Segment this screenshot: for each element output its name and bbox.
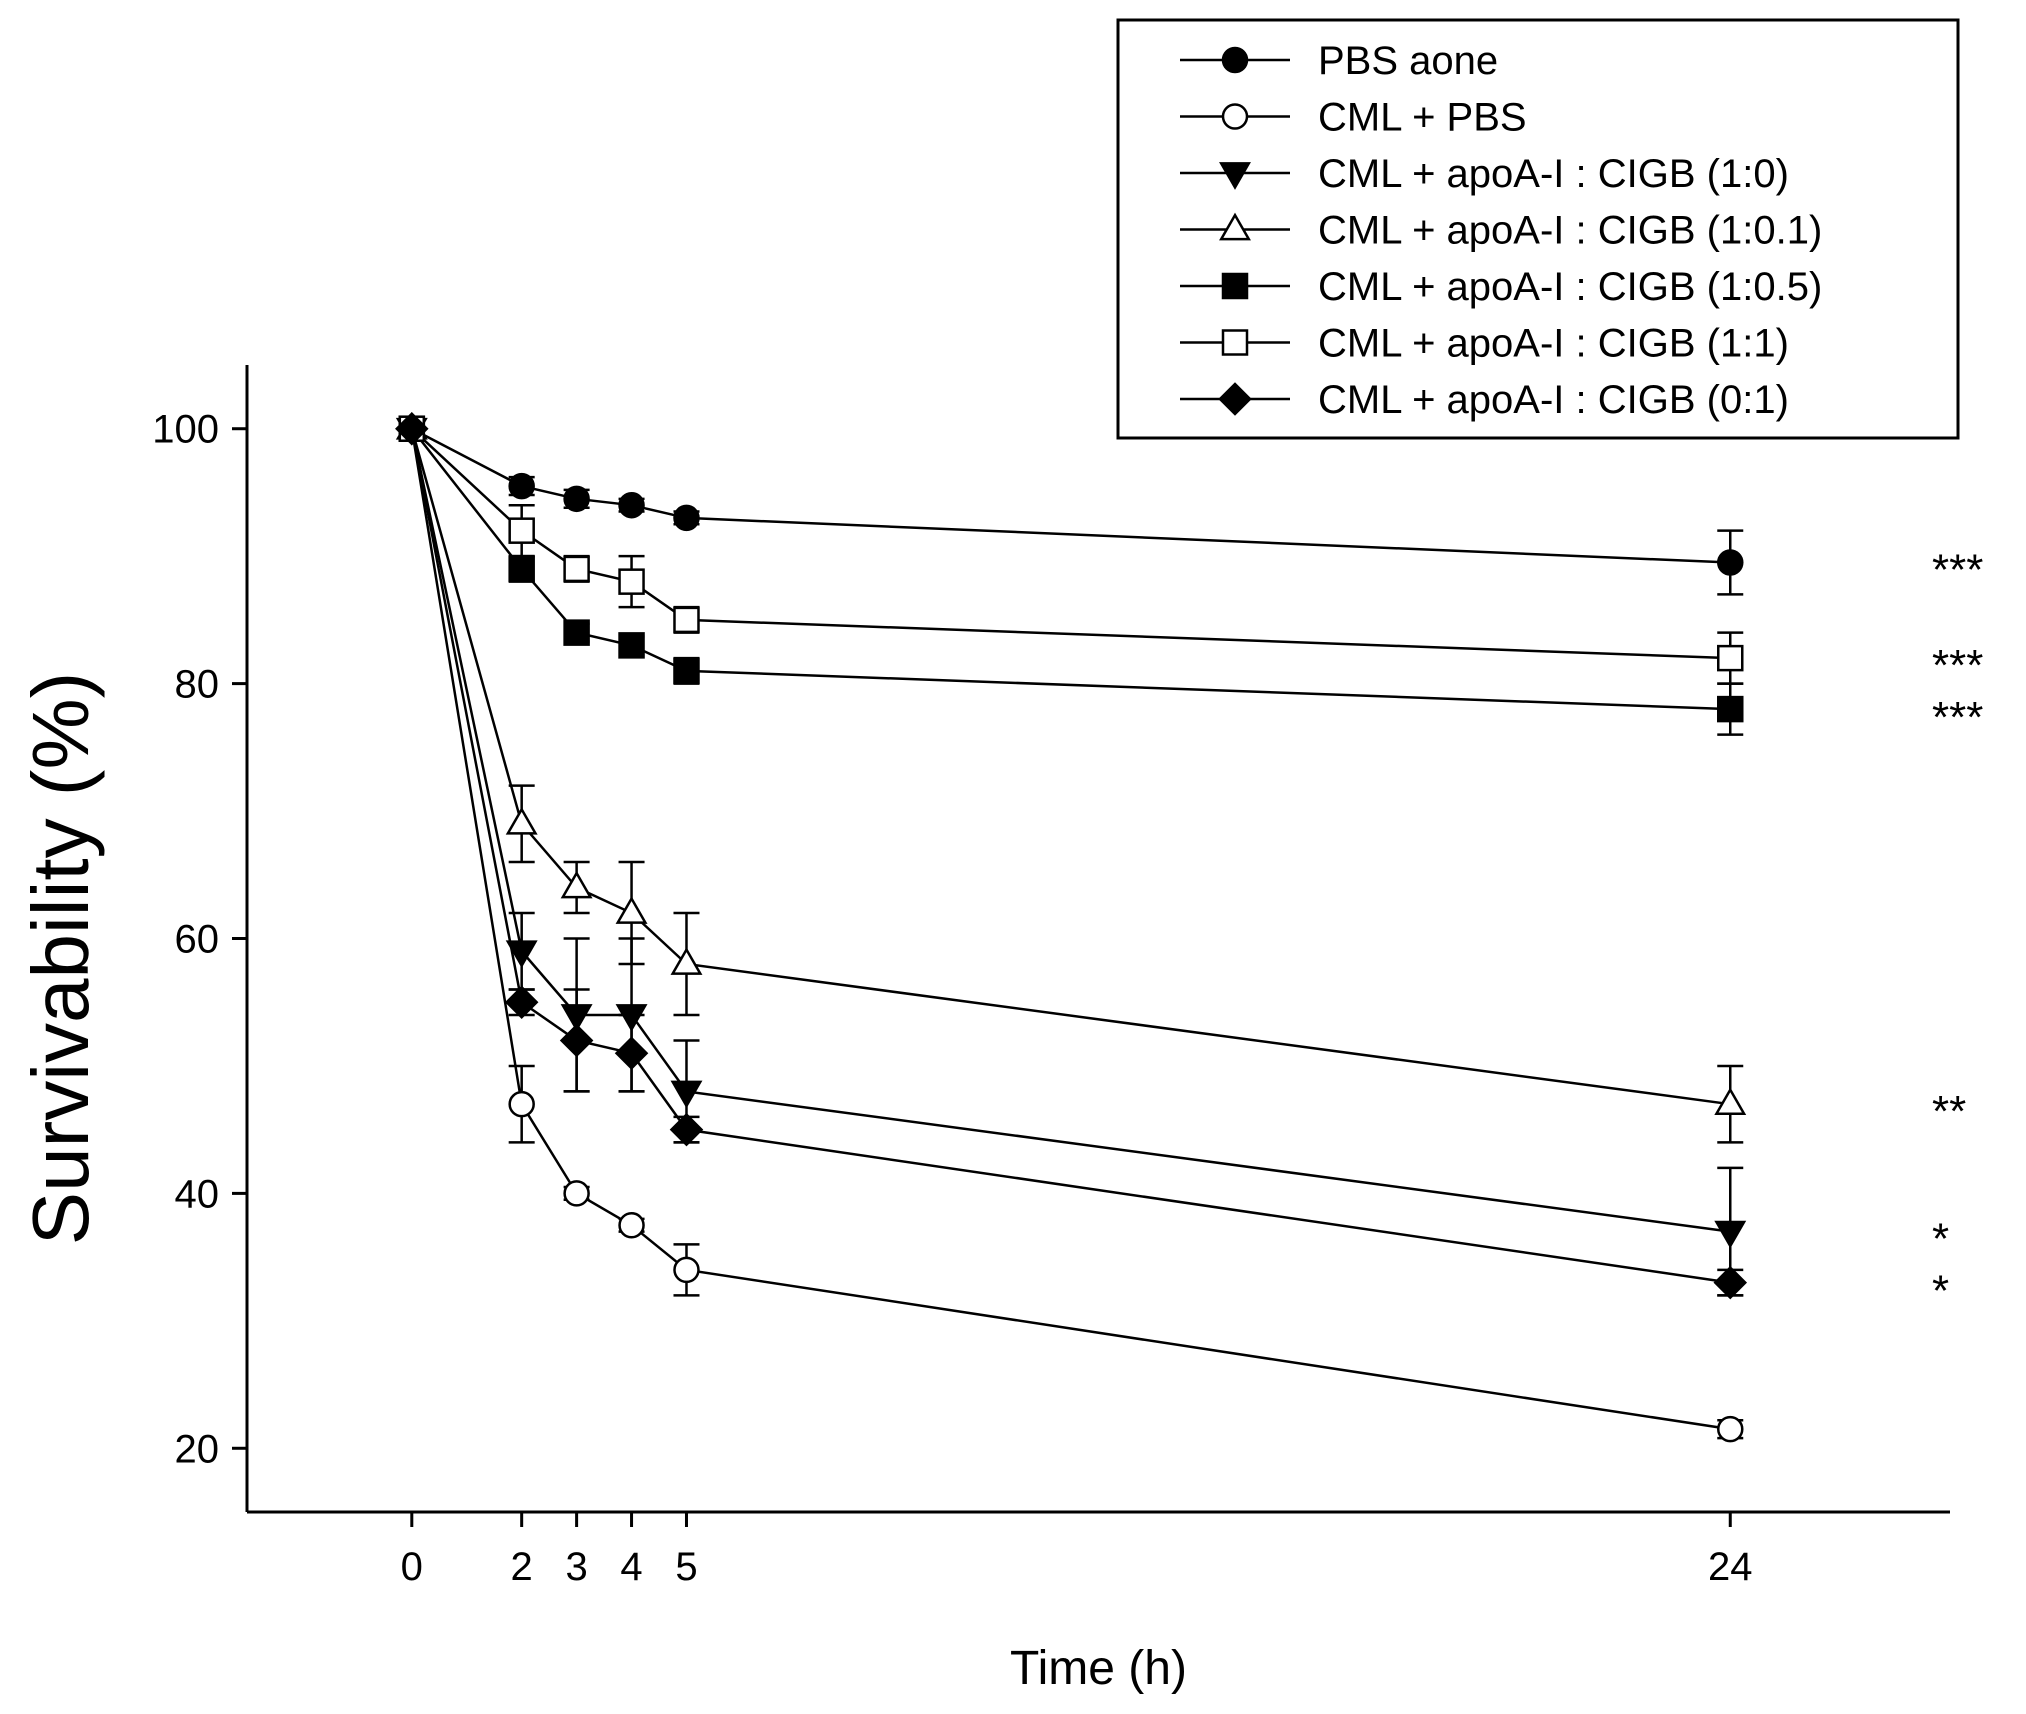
legend-label: CML + apoA-I : CIGB (1:0) <box>1318 152 1789 196</box>
data-point <box>618 1212 645 1239</box>
legend-marker <box>1221 329 1249 356</box>
series-line <box>410 428 1731 1106</box>
data-point <box>563 555 590 583</box>
data-point <box>673 1256 700 1284</box>
data-point <box>614 1036 649 1070</box>
significance-layer: ************* <box>1932 546 1983 1316</box>
y-tick-label: 60 <box>175 918 220 962</box>
legend-item-6: CML + apoA-I : CIGB (1:1) <box>1180 322 1789 366</box>
data-point <box>618 568 645 595</box>
x-tick-label: 0 <box>401 1545 423 1589</box>
legend-item-3: CML + apoA-I : CIGB (1:0) <box>1180 152 1789 196</box>
significance-marker: *** <box>1932 641 1983 690</box>
data-point <box>504 985 539 1019</box>
x-tick-label: 24 <box>1708 1545 1753 1589</box>
legend-label: CML + apoA-I : CIGB (1:1) <box>1318 322 1789 366</box>
legend-marker <box>1221 272 1249 300</box>
data-point <box>1714 1087 1747 1116</box>
legend-label: CML + apoA-I : CIGB (0:1) <box>1318 378 1789 422</box>
axes: 20 40 60 80 100 0 2 3 4 5 24 <box>152 365 1950 1589</box>
legend: PBS aone CML + PBS CML + apoA-I : CIGB (1:… <box>1116 18 1960 440</box>
data-point <box>505 940 538 969</box>
data-point <box>615 896 648 924</box>
series-line <box>410 428 1731 1284</box>
legend-marker <box>1221 46 1249 74</box>
legend-item-2: CML + PBS <box>1180 96 1527 140</box>
series-line <box>410 428 1731 1233</box>
y-tick-label: 100 <box>152 408 219 452</box>
x-tick-label: 5 <box>675 1545 697 1589</box>
data-point <box>670 1080 703 1109</box>
significance-marker: * <box>1932 1215 1949 1264</box>
data-point <box>669 1112 704 1147</box>
data-point <box>1717 695 1744 723</box>
legend-marker <box>1219 212 1251 241</box>
y-axis-title: Survivability (%) <box>16 672 105 1245</box>
data-point <box>618 632 645 659</box>
y-tick-label: 80 <box>175 663 220 707</box>
legend-label: CML + apoA-I : CIGB (1:0.1) <box>1318 209 1822 253</box>
legend-marker <box>1219 162 1251 190</box>
data-point <box>670 947 703 975</box>
significance-marker: *** <box>1932 546 1983 595</box>
series-layer <box>395 411 1748 1443</box>
data-point <box>673 657 700 685</box>
x-tick-label: 2 <box>511 1545 533 1589</box>
series-7 <box>395 411 1748 1300</box>
series-6 <box>398 415 1744 685</box>
data-point <box>508 1090 535 1118</box>
legend-label: PBS aone <box>1318 39 1498 83</box>
legend-label: CML + PBS <box>1318 96 1527 140</box>
legend-item-5: CML + apoA-I : CIGB (1:0.5) <box>1180 265 1822 309</box>
legend-item-4: CML + apoA-I : CIGB (1:0.1) <box>1180 209 1822 253</box>
data-point <box>1717 1415 1744 1443</box>
data-point <box>505 806 538 835</box>
data-point <box>563 485 590 513</box>
data-point <box>1714 1220 1747 1249</box>
legend-item-7: CML + apoA-I : CIGB (0:1) <box>1180 378 1789 422</box>
data-point <box>1713 1265 1748 1300</box>
data-point <box>508 472 535 500</box>
data-point <box>508 555 535 583</box>
series-4 <box>395 411 1747 1144</box>
x-tick-label: 4 <box>620 1545 642 1589</box>
y-tick-label: 20 <box>175 1427 220 1471</box>
data-point <box>395 411 429 446</box>
series-line <box>410 427 1731 660</box>
series-1 <box>398 415 1744 596</box>
legend-label: CML + apoA-I : CIGB (1:0.5) <box>1318 265 1822 309</box>
data-point <box>563 1180 590 1207</box>
x-axis-title: Time (h) <box>1010 1642 1187 1695</box>
series-2 <box>398 415 1744 1443</box>
series-line <box>410 428 1731 1431</box>
data-point <box>559 1023 594 1058</box>
data-point <box>1717 644 1744 672</box>
series-line <box>411 427 1731 564</box>
data-point <box>508 517 535 544</box>
significance-marker: ** <box>1932 1087 1966 1136</box>
data-point <box>560 870 593 899</box>
legend-marker <box>1221 103 1249 130</box>
significance-marker: *** <box>1932 693 1983 742</box>
series-line <box>410 427 1731 711</box>
data-point <box>618 491 645 519</box>
series-3 <box>395 417 1747 1297</box>
y-tick-label: 40 <box>175 1172 220 1216</box>
data-point <box>673 504 700 532</box>
legend-item-1: PBS aone <box>1180 39 1498 83</box>
x-tick-label: 3 <box>565 1545 587 1589</box>
data-point <box>563 619 590 646</box>
significance-marker: * <box>1932 1267 1949 1316</box>
data-point <box>673 606 700 634</box>
legend-marker <box>1218 382 1252 416</box>
data-point <box>1717 549 1744 576</box>
